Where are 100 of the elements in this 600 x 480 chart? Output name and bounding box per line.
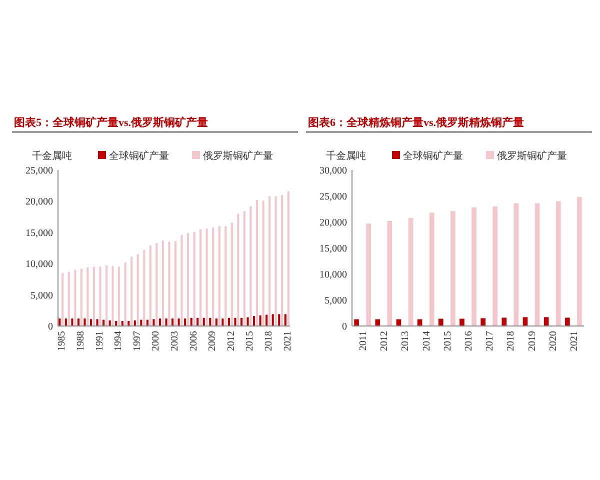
y-tick-label: 25,000 <box>320 192 347 202</box>
y-tick-label: 30,000 <box>320 166 347 176</box>
bar <box>243 211 246 326</box>
bar <box>178 318 180 326</box>
bar <box>206 228 208 326</box>
bar <box>90 319 92 326</box>
x-tick-label: 2012 <box>379 331 390 351</box>
bar <box>438 318 444 326</box>
x-tick-label: 2003 <box>170 331 180 351</box>
legend-label: 俄罗斯铜矿产量 <box>497 150 567 162</box>
x-tick-label: 2021 <box>282 331 294 351</box>
bar <box>253 316 256 326</box>
x-tick-label: 2019 <box>526 331 538 351</box>
bar <box>256 200 258 326</box>
legend-label: 全球铜矿产量 <box>403 150 463 162</box>
bar <box>492 206 498 326</box>
y-tick-label: 25,000 <box>26 166 53 176</box>
bar <box>71 318 74 326</box>
y-axis-title: 千金属吨 <box>32 150 72 162</box>
bar <box>74 270 76 326</box>
bar <box>577 197 582 326</box>
bar <box>64 318 67 326</box>
bar <box>84 318 86 326</box>
bar <box>80 268 82 326</box>
bar <box>143 250 146 326</box>
y-tick-label: 10,000 <box>320 270 347 280</box>
bar <box>472 207 476 326</box>
bar <box>375 319 380 326</box>
bar <box>268 196 271 326</box>
bar <box>186 233 190 326</box>
bar <box>99 266 102 326</box>
bar <box>174 241 177 326</box>
x-tick-label: 2020 <box>548 331 559 351</box>
bar <box>162 240 164 326</box>
x-tick-label: 2013 <box>400 331 412 351</box>
x-tick-label: 1991 <box>94 331 106 351</box>
y-tick-label: 15,000 <box>320 244 347 254</box>
x-tick-label: 2021 <box>568 331 580 351</box>
y-tick-label: 5,000 <box>30 290 53 302</box>
x-tick-label: 1988 <box>75 331 86 351</box>
bar <box>202 318 205 326</box>
bar <box>272 314 274 326</box>
bar <box>366 224 371 326</box>
bar <box>556 201 561 326</box>
y-tick-label: 10,000 <box>26 259 53 270</box>
x-tick-label: 2000 <box>150 331 162 351</box>
bar <box>396 319 402 326</box>
bar <box>130 256 133 326</box>
bar <box>212 227 214 326</box>
y-tick-label: 15,000 <box>26 228 53 239</box>
bar <box>480 318 486 326</box>
bar <box>354 319 359 326</box>
bar <box>112 266 114 326</box>
bar <box>196 318 199 326</box>
chart-title: 图表6：全球精炼铜产量vs.俄罗斯精炼铜产量 <box>308 116 524 129</box>
bar <box>534 203 540 326</box>
bar <box>62 272 64 326</box>
x-tick-label: 2009 <box>207 331 218 351</box>
x-tick-label: 2014 <box>421 331 432 351</box>
bar <box>246 317 249 326</box>
x-tick-label: 1994 <box>113 331 124 351</box>
y-tick-label: 20,000 <box>26 196 53 208</box>
x-tick-label: 2017 <box>484 331 496 351</box>
bar <box>450 211 456 326</box>
bar <box>408 218 414 326</box>
bar <box>86 267 89 326</box>
bar <box>224 226 227 326</box>
bar <box>274 196 277 326</box>
x-tick-label: 2011 <box>358 331 370 351</box>
bar <box>180 234 183 326</box>
bar <box>266 314 268 326</box>
bar <box>259 315 262 326</box>
bar <box>417 319 422 326</box>
bar <box>544 317 549 326</box>
bar <box>240 318 243 326</box>
x-tick-label: 2016 <box>464 331 474 351</box>
bar <box>156 243 158 326</box>
legend-label: 全球铜矿产量 <box>109 150 169 162</box>
bar <box>218 226 220 326</box>
bar <box>171 318 174 326</box>
bar <box>158 318 162 326</box>
bar <box>278 314 280 326</box>
bar <box>200 229 202 326</box>
bar <box>149 246 152 326</box>
bar <box>152 319 155 326</box>
bar <box>136 254 139 326</box>
bar <box>262 200 264 326</box>
bar <box>190 318 192 326</box>
y-axis-title: 千金属吨 <box>326 150 366 162</box>
bar <box>460 318 464 326</box>
bar <box>118 266 120 326</box>
bar <box>514 203 519 326</box>
bar <box>287 191 290 326</box>
x-tick-label: 2018 <box>264 331 275 351</box>
x-tick-label: 2012 <box>226 331 237 351</box>
bar <box>284 314 286 326</box>
y-tick-label: 0 <box>342 322 347 332</box>
x-tick-label: 1997 <box>132 331 143 351</box>
y-tick-label: 0 <box>48 322 53 332</box>
x-tick-label: 2015 <box>442 331 454 351</box>
